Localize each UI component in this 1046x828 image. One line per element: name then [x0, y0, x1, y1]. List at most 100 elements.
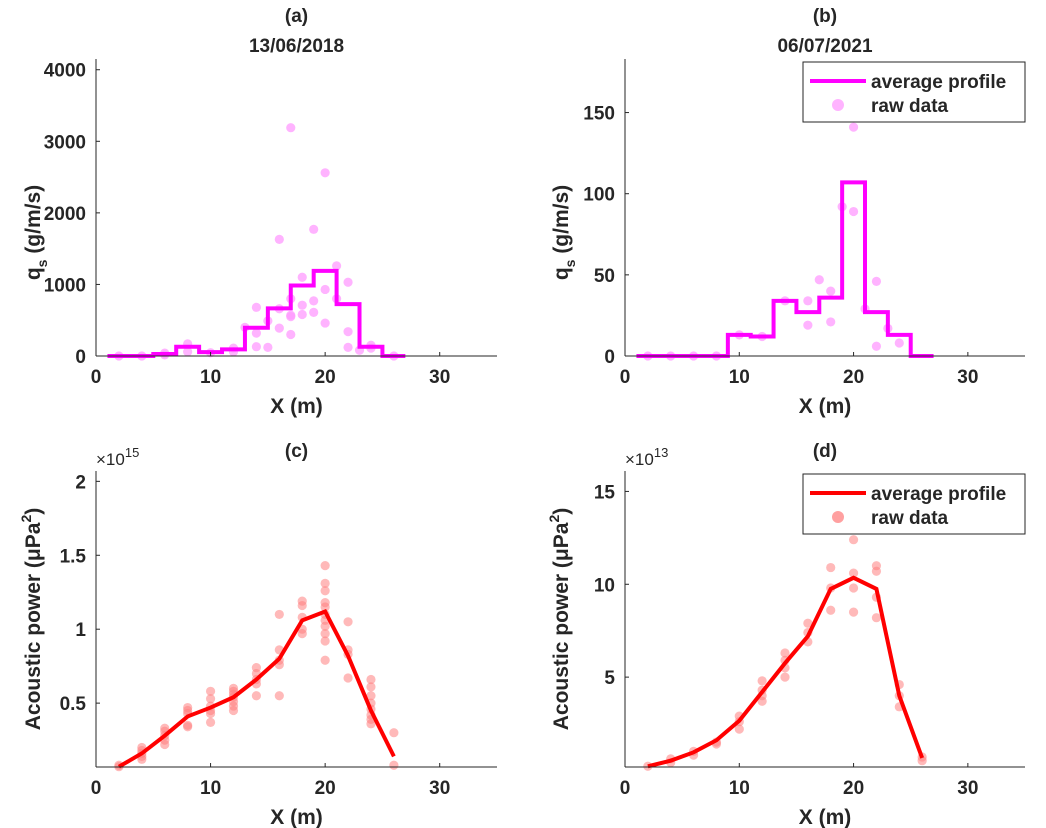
raw-data-point — [734, 724, 744, 734]
y-tick-label: 0 — [604, 347, 615, 368]
legend-box — [802, 61, 1026, 123]
raw-data-point — [332, 261, 342, 271]
raw-data-point — [894, 338, 904, 348]
x-tick-label: 10 — [729, 778, 750, 799]
raw-data-point — [251, 328, 261, 338]
raw-data-point — [320, 655, 330, 665]
x-tick-label: 30 — [429, 778, 450, 799]
raw-data-point — [871, 341, 882, 351]
x-axis-label: X (m) — [270, 806, 323, 828]
y-tick-label: 3000 — [44, 132, 86, 153]
y-label-subscript: s — [562, 259, 578, 267]
raw-data-point — [263, 342, 273, 353]
y-label-unit: ) — [550, 508, 573, 515]
panel-label: (a) — [285, 6, 308, 27]
x-tick-label: 30 — [957, 778, 978, 799]
y-tick-label: 4000 — [44, 61, 86, 82]
raw-data-point — [274, 234, 284, 244]
raw-data-point — [320, 578, 330, 588]
raw-data-point — [160, 723, 170, 733]
raw-data-point — [871, 613, 882, 623]
legend-entry-raw: raw data — [871, 96, 949, 117]
panel-c: (c) 0 10 20 30 0.5 1 1.5 2 ×1015 X (m) Acoustic pow… — [18, 441, 497, 828]
raw-data-point — [366, 691, 376, 701]
panel-label: (b) — [813, 6, 837, 27]
x-tick-label: 0 — [91, 367, 102, 388]
raw-data-point — [297, 596, 307, 606]
average-profile-line — [647, 575, 925, 769]
y-tick-label: 100 — [583, 185, 615, 206]
raw-data-point — [803, 320, 813, 330]
exponent-superscript: 15 — [125, 445, 139, 460]
raw-data-point — [343, 673, 353, 683]
y-tick-label: 2000 — [44, 204, 86, 225]
raw-data-point — [183, 720, 193, 730]
y-axis-label: Acoustic power (μPa2) — [18, 508, 45, 731]
raw-data-point — [780, 648, 790, 658]
average-profile-line — [636, 180, 934, 358]
raw-data-point — [826, 286, 836, 296]
x-tick-label: 10 — [200, 367, 221, 388]
x-tick-label: 0 — [91, 778, 102, 799]
legend-entry-raw: raw data — [871, 508, 949, 529]
panel-b: (b) 06/07/2021 0 10 20 30 0 50 100 150 X (m) qs (g/… — [550, 6, 1026, 418]
y-tick-label: 15 — [594, 482, 616, 503]
y-label-unit: (g/m/s) — [550, 185, 573, 260]
raw-data-point — [848, 206, 859, 217]
x-tick-label: 0 — [620, 778, 631, 799]
y-label-superscript: 2 — [546, 515, 562, 523]
raw-data-point — [320, 561, 330, 571]
legend-marker-swatch — [832, 511, 844, 523]
y-exponent-label: ×1015 — [96, 445, 139, 469]
raw-data-point — [343, 617, 353, 627]
raw-data-point — [205, 694, 216, 704]
legend-marker-swatch — [832, 99, 844, 111]
y-label-main: Acoustic power (μPa — [22, 522, 45, 730]
x-axis-label: X (m) — [270, 395, 323, 418]
raw-data-point — [389, 728, 399, 738]
raw-data-point — [780, 672, 790, 682]
x-tick-label: 10 — [200, 778, 221, 799]
raw-data-point — [757, 676, 767, 686]
x-axis-label: X (m) — [799, 806, 852, 828]
raw-data-point — [286, 123, 296, 133]
raw-data-point — [251, 691, 261, 701]
chart-title: 06/07/2021 — [777, 36, 873, 57]
panel-d: (d) 0 10 20 30 5 10 15 ×1013 X (m) Acoustic power … — [546, 441, 1026, 828]
y-label-subscript: s — [34, 259, 50, 267]
raw-data-point — [826, 317, 836, 327]
y-axis-label: Acoustic power (μPa2) — [546, 508, 573, 731]
legend-box — [802, 473, 1026, 535]
legend: average profile raw data — [802, 61, 1026, 123]
legend: average profile raw data — [802, 473, 1026, 535]
x-tick-label: 20 — [315, 778, 336, 799]
y-tick-label: 5 — [604, 668, 615, 689]
x-tick-label: 0 — [620, 367, 631, 388]
y-label-main: q — [22, 267, 45, 280]
raw-data-point — [309, 224, 319, 234]
raw-data-point — [320, 318, 330, 328]
raw-data-point — [848, 568, 859, 578]
raw-data-point — [320, 636, 330, 646]
raw-data-point — [251, 342, 261, 352]
raw-data-point — [320, 586, 330, 596]
raw-data-point — [320, 597, 330, 608]
raw-data-point — [274, 323, 284, 333]
raw-data-point — [183, 702, 193, 713]
raw-data-point — [286, 329, 296, 340]
raw-data-point — [320, 168, 330, 178]
y-label-unit: ) — [22, 508, 45, 515]
chart-title: 13/06/2018 — [249, 36, 344, 57]
raw-data-point — [826, 562, 836, 573]
raw-data-point — [320, 629, 330, 639]
raw-data-point — [871, 276, 882, 286]
raw-data-point — [274, 609, 284, 620]
y-label-superscript: 2 — [18, 515, 34, 523]
y-tick-label: 1000 — [44, 275, 86, 296]
raw-data-point — [286, 310, 296, 320]
panel-label: (c) — [285, 441, 308, 462]
x-tick-label: 10 — [729, 367, 750, 388]
raw-data-point — [309, 296, 319, 306]
y-label-main: q — [550, 267, 573, 280]
